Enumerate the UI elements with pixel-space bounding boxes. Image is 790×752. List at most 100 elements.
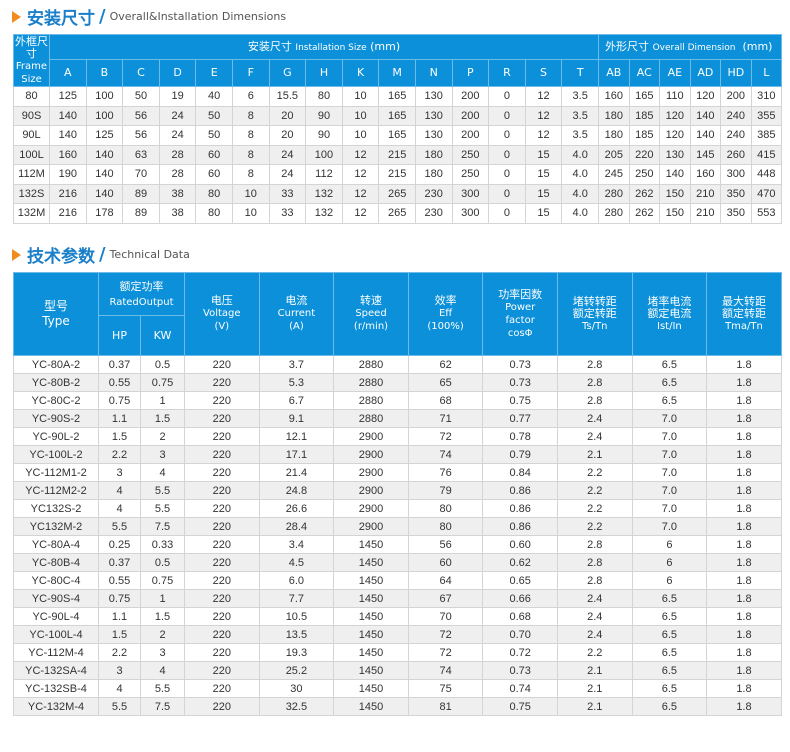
table-cell: 0.5: [139, 553, 186, 572]
table-cell: 4: [139, 463, 186, 482]
column-header-h: H: [305, 59, 343, 87]
table-cell: 90L: [13, 125, 50, 146]
table-cell: 220: [184, 409, 260, 428]
table-row: YC-112M1-2 3 4 220 21.4 2900 76 0.84 2.2 7.0 1.8: [13, 463, 782, 482]
table-cell: 180: [414, 164, 453, 185]
table-cell: 5.5: [98, 697, 141, 716]
table-cell: 60: [195, 164, 233, 185]
table-cell: 68: [407, 391, 484, 410]
table-cell: 10: [231, 203, 270, 224]
table-cell: 56: [122, 125, 160, 146]
table-cell: 200: [451, 105, 490, 126]
table-cell: 220: [184, 643, 260, 662]
table-cell: 132S: [13, 183, 50, 204]
table-cell: 1: [139, 589, 186, 608]
table-cell: 2.1: [556, 445, 633, 464]
table-cell: 6.0: [258, 571, 335, 590]
table-cell: 30: [258, 679, 335, 698]
table-cell: 3.5: [561, 105, 600, 126]
table-row: YC-90L-2 1.5 2 220 12.1 2900 72 0.78 2.4 7.0 1.8: [13, 427, 782, 446]
table-cell: 220: [184, 679, 260, 698]
section-title-technical: 技术参数 / Technical Data: [12, 242, 190, 267]
column-header-n: N: [414, 59, 453, 87]
table-cell: 470: [750, 183, 783, 204]
table-cell: 1450: [333, 571, 409, 590]
table-cell: YC-132M-4: [13, 697, 99, 716]
rated-output-header: 额定功率 RatedOutput: [97, 272, 186, 316]
table-cell: YC-100L-2: [13, 445, 99, 464]
table-cell: 1.8: [706, 373, 782, 392]
table-cell: YC-80B-4: [13, 553, 99, 572]
table-row: 90L 140 125 56 24 50 8 20 90 10 165 130 200 0 12 3.5 180…: [13, 125, 783, 146]
table-cell: 0.25: [98, 535, 141, 554]
table-row: YC-112M2-2 4 5.5 220 24.8 2900 79 0.86 2.2 7.0 1.8: [13, 481, 782, 500]
table-cell: 1450: [333, 607, 409, 626]
table-cell: 56: [122, 105, 160, 126]
table-cell: 2.8: [556, 553, 633, 572]
table-cell: 19.3: [258, 643, 335, 662]
table-cell: 215: [378, 144, 416, 165]
table-cell: 12: [341, 144, 380, 165]
table-cell: 0.75: [98, 391, 141, 410]
table-cell: 26.6: [258, 499, 335, 518]
table-cell: 355: [750, 105, 783, 126]
table-cell: 5.5: [139, 499, 186, 518]
table-cell: 385: [750, 125, 783, 146]
table-cell: 250: [451, 144, 490, 165]
table-cell: 2.2: [556, 481, 633, 500]
table-cell: 2.8: [556, 535, 633, 554]
table-cell: 0.73: [482, 355, 558, 374]
current-header: 电流 Current (A): [258, 272, 335, 356]
table-cell: 1450: [333, 553, 409, 572]
ts-tn-header: 堵转转距 额定转距 Ts/Tn: [556, 272, 633, 356]
table-cell: 1.8: [706, 535, 782, 554]
column-header-ad: AD: [689, 59, 722, 87]
table-cell: YC-90L-2: [13, 427, 99, 446]
type-header: 型号 Type: [13, 272, 99, 356]
table-cell: 140: [49, 125, 87, 146]
table-cell: 1: [139, 391, 186, 410]
table-cell: 1.8: [706, 553, 782, 572]
table-cell: 12.1: [258, 427, 335, 446]
table-cell: 160: [49, 144, 87, 165]
table-cell: 6.5: [631, 643, 708, 662]
column-header-p: P: [451, 59, 490, 87]
table-cell: 2880: [333, 391, 409, 410]
table-cell: 1450: [333, 589, 409, 608]
table-cell: 80: [407, 517, 484, 536]
table-cell: 1.1: [98, 409, 141, 428]
table-cell: 1.5: [98, 625, 141, 644]
table-cell: 6.5: [631, 661, 708, 680]
table-cell: 6: [631, 553, 708, 572]
table-cell: 300: [451, 203, 490, 224]
table-cell: 1.8: [706, 463, 782, 482]
table-cell: 215: [378, 164, 416, 185]
table-cell: 262: [628, 183, 661, 204]
table-cell: 0.5: [139, 355, 186, 374]
table-cell: 24: [268, 144, 307, 165]
table-cell: 448: [750, 164, 783, 185]
table-cell: 79: [407, 481, 484, 500]
table-cell: 0.73: [482, 661, 558, 680]
table-cell: YC-80A-2: [13, 355, 99, 374]
table-cell: 180: [598, 105, 630, 126]
table-cell: 60: [407, 553, 484, 572]
table-row: YC-90S-2 1.1 1.5 220 9.1 2880 71 0.77 2.4 7.0 1.8: [13, 409, 782, 428]
table-cell: 7.5: [139, 697, 186, 716]
table-cell: 165: [628, 86, 661, 107]
table-cell: 2900: [333, 481, 409, 500]
table-cell: 8: [231, 144, 270, 165]
table-cell: 6.5: [631, 355, 708, 374]
column-header-e: E: [195, 59, 233, 87]
table-cell: 0.84: [482, 463, 558, 482]
table-row: YC132S-2 4 5.5 220 26.6 2900 80 0.86 2.2 7.0 1.8: [13, 499, 782, 518]
technical-data-table: 型号 Type 额定功率 RatedOutput 电压 Voltage (V) 电流 Cu…: [13, 272, 782, 716]
table-cell: 220: [184, 625, 260, 644]
table-cell: 112M: [13, 164, 50, 185]
table-cell: 0.33: [139, 535, 186, 554]
table-cell: 80: [305, 86, 343, 107]
table-cell: 33: [268, 203, 307, 224]
table-cell: YC-90S-4: [13, 589, 99, 608]
eff-header: 效率 Eff (100%): [407, 272, 484, 356]
table-cell: 130: [414, 105, 453, 126]
